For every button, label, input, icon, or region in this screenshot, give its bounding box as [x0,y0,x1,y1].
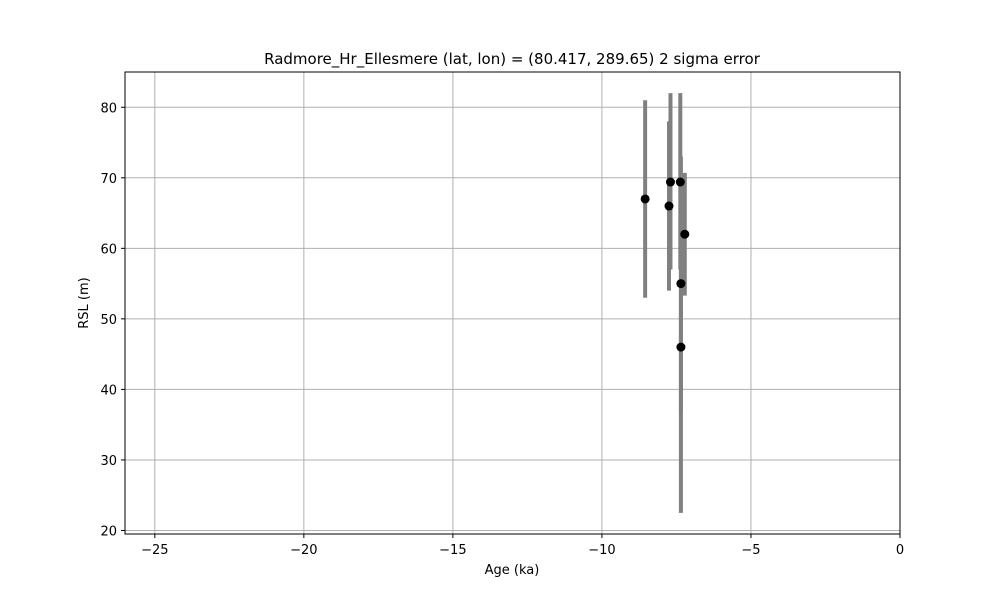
x-axis-ticks: −25 −20 −15 −10 −5 0 [141,534,904,558]
x-tick-label: 0 [896,543,904,558]
data-point [676,342,686,352]
x-tick-label: −15 [439,543,466,558]
y-tick-label: 70 [100,172,117,187]
y-tick-label: 40 [100,383,117,398]
data-point [640,194,650,204]
data-point [675,177,685,187]
data-point [680,229,690,239]
chart-title: Radmore_Hr_Ellesmere (lat, lon) = (80.41… [264,50,761,69]
x-tick-label: −10 [588,543,615,558]
y-axis-ticks: 20 30 40 50 60 70 80 [100,101,125,539]
x-tick-label: −20 [290,543,317,558]
y-tick-label: 20 [100,524,117,539]
y-tick-label: 80 [100,101,117,116]
x-tick-label: −5 [741,543,760,558]
y-tick-label: 60 [100,242,117,257]
x-axis-label: Age (ka) [485,563,540,578]
x-tick-label: −25 [141,543,168,558]
plot-frame [124,71,901,535]
data-point [664,201,674,211]
markers [640,177,690,352]
data-point [665,177,675,187]
y-tick-label: 50 [100,313,117,328]
data-point [676,279,686,289]
y-tick-label: 30 [100,454,117,469]
y-axis-label: RSL (m) [77,277,92,328]
